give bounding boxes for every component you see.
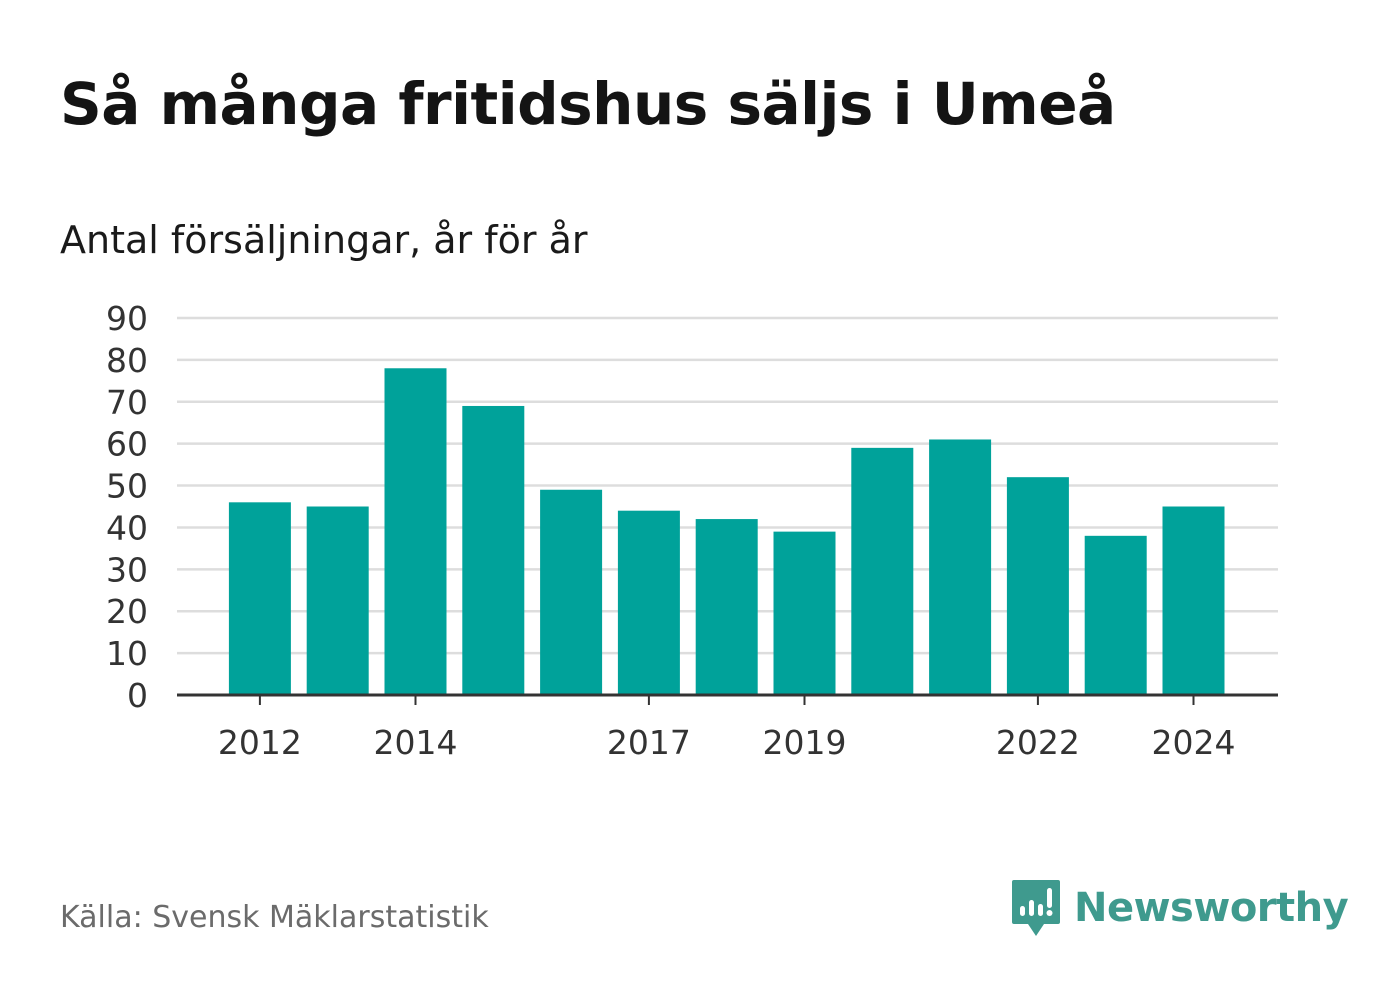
bar-2013 — [306, 506, 369, 695]
y-tick-label: 60 — [106, 425, 148, 464]
bar-2012 — [228, 502, 291, 695]
bar-2023 — [1084, 535, 1147, 695]
bar-2016 — [540, 489, 603, 695]
brand-name: Newsworthy — [1074, 885, 1349, 931]
y-tick-label: 80 — [106, 341, 148, 380]
bar-2019 — [773, 531, 836, 695]
bar-2014 — [384, 368, 447, 695]
y-tick-label: 50 — [106, 467, 148, 506]
source-note: Källa: Svensk Mäklarstatistik — [60, 900, 489, 935]
bar-2018 — [695, 519, 758, 695]
x-tick-label: 2022 — [996, 723, 1080, 762]
newsworthy-logo: Newsworthy — [1010, 878, 1349, 938]
x-tick-label: 2012 — [218, 723, 302, 762]
bar-2021 — [929, 439, 992, 695]
x-tick-label: 2019 — [763, 723, 847, 762]
x-tick-label: 2024 — [1152, 723, 1236, 762]
bar-2015 — [462, 405, 525, 695]
chart-title: Så många fritidshus säljs i Umeå — [60, 70, 1116, 138]
newsworthy-logo-icon — [1012, 880, 1060, 936]
x-tick-label: 2014 — [374, 723, 458, 762]
y-tick-label: 20 — [106, 592, 148, 631]
bar-2017 — [617, 510, 680, 695]
y-tick-label: 10 — [106, 634, 148, 673]
bar-2020 — [851, 447, 914, 695]
y-tick-label: 70 — [106, 383, 148, 422]
bar-2022 — [1006, 477, 1069, 695]
bar-2024 — [1162, 506, 1225, 695]
y-tick-label: 30 — [106, 550, 148, 589]
x-tick-label: 2017 — [607, 723, 691, 762]
y-tick-label: 0 — [127, 676, 148, 715]
chart-subtitle: Antal försäljningar, år för år — [60, 218, 588, 262]
y-tick-label: 40 — [106, 508, 148, 547]
y-tick-label: 90 — [106, 299, 148, 338]
